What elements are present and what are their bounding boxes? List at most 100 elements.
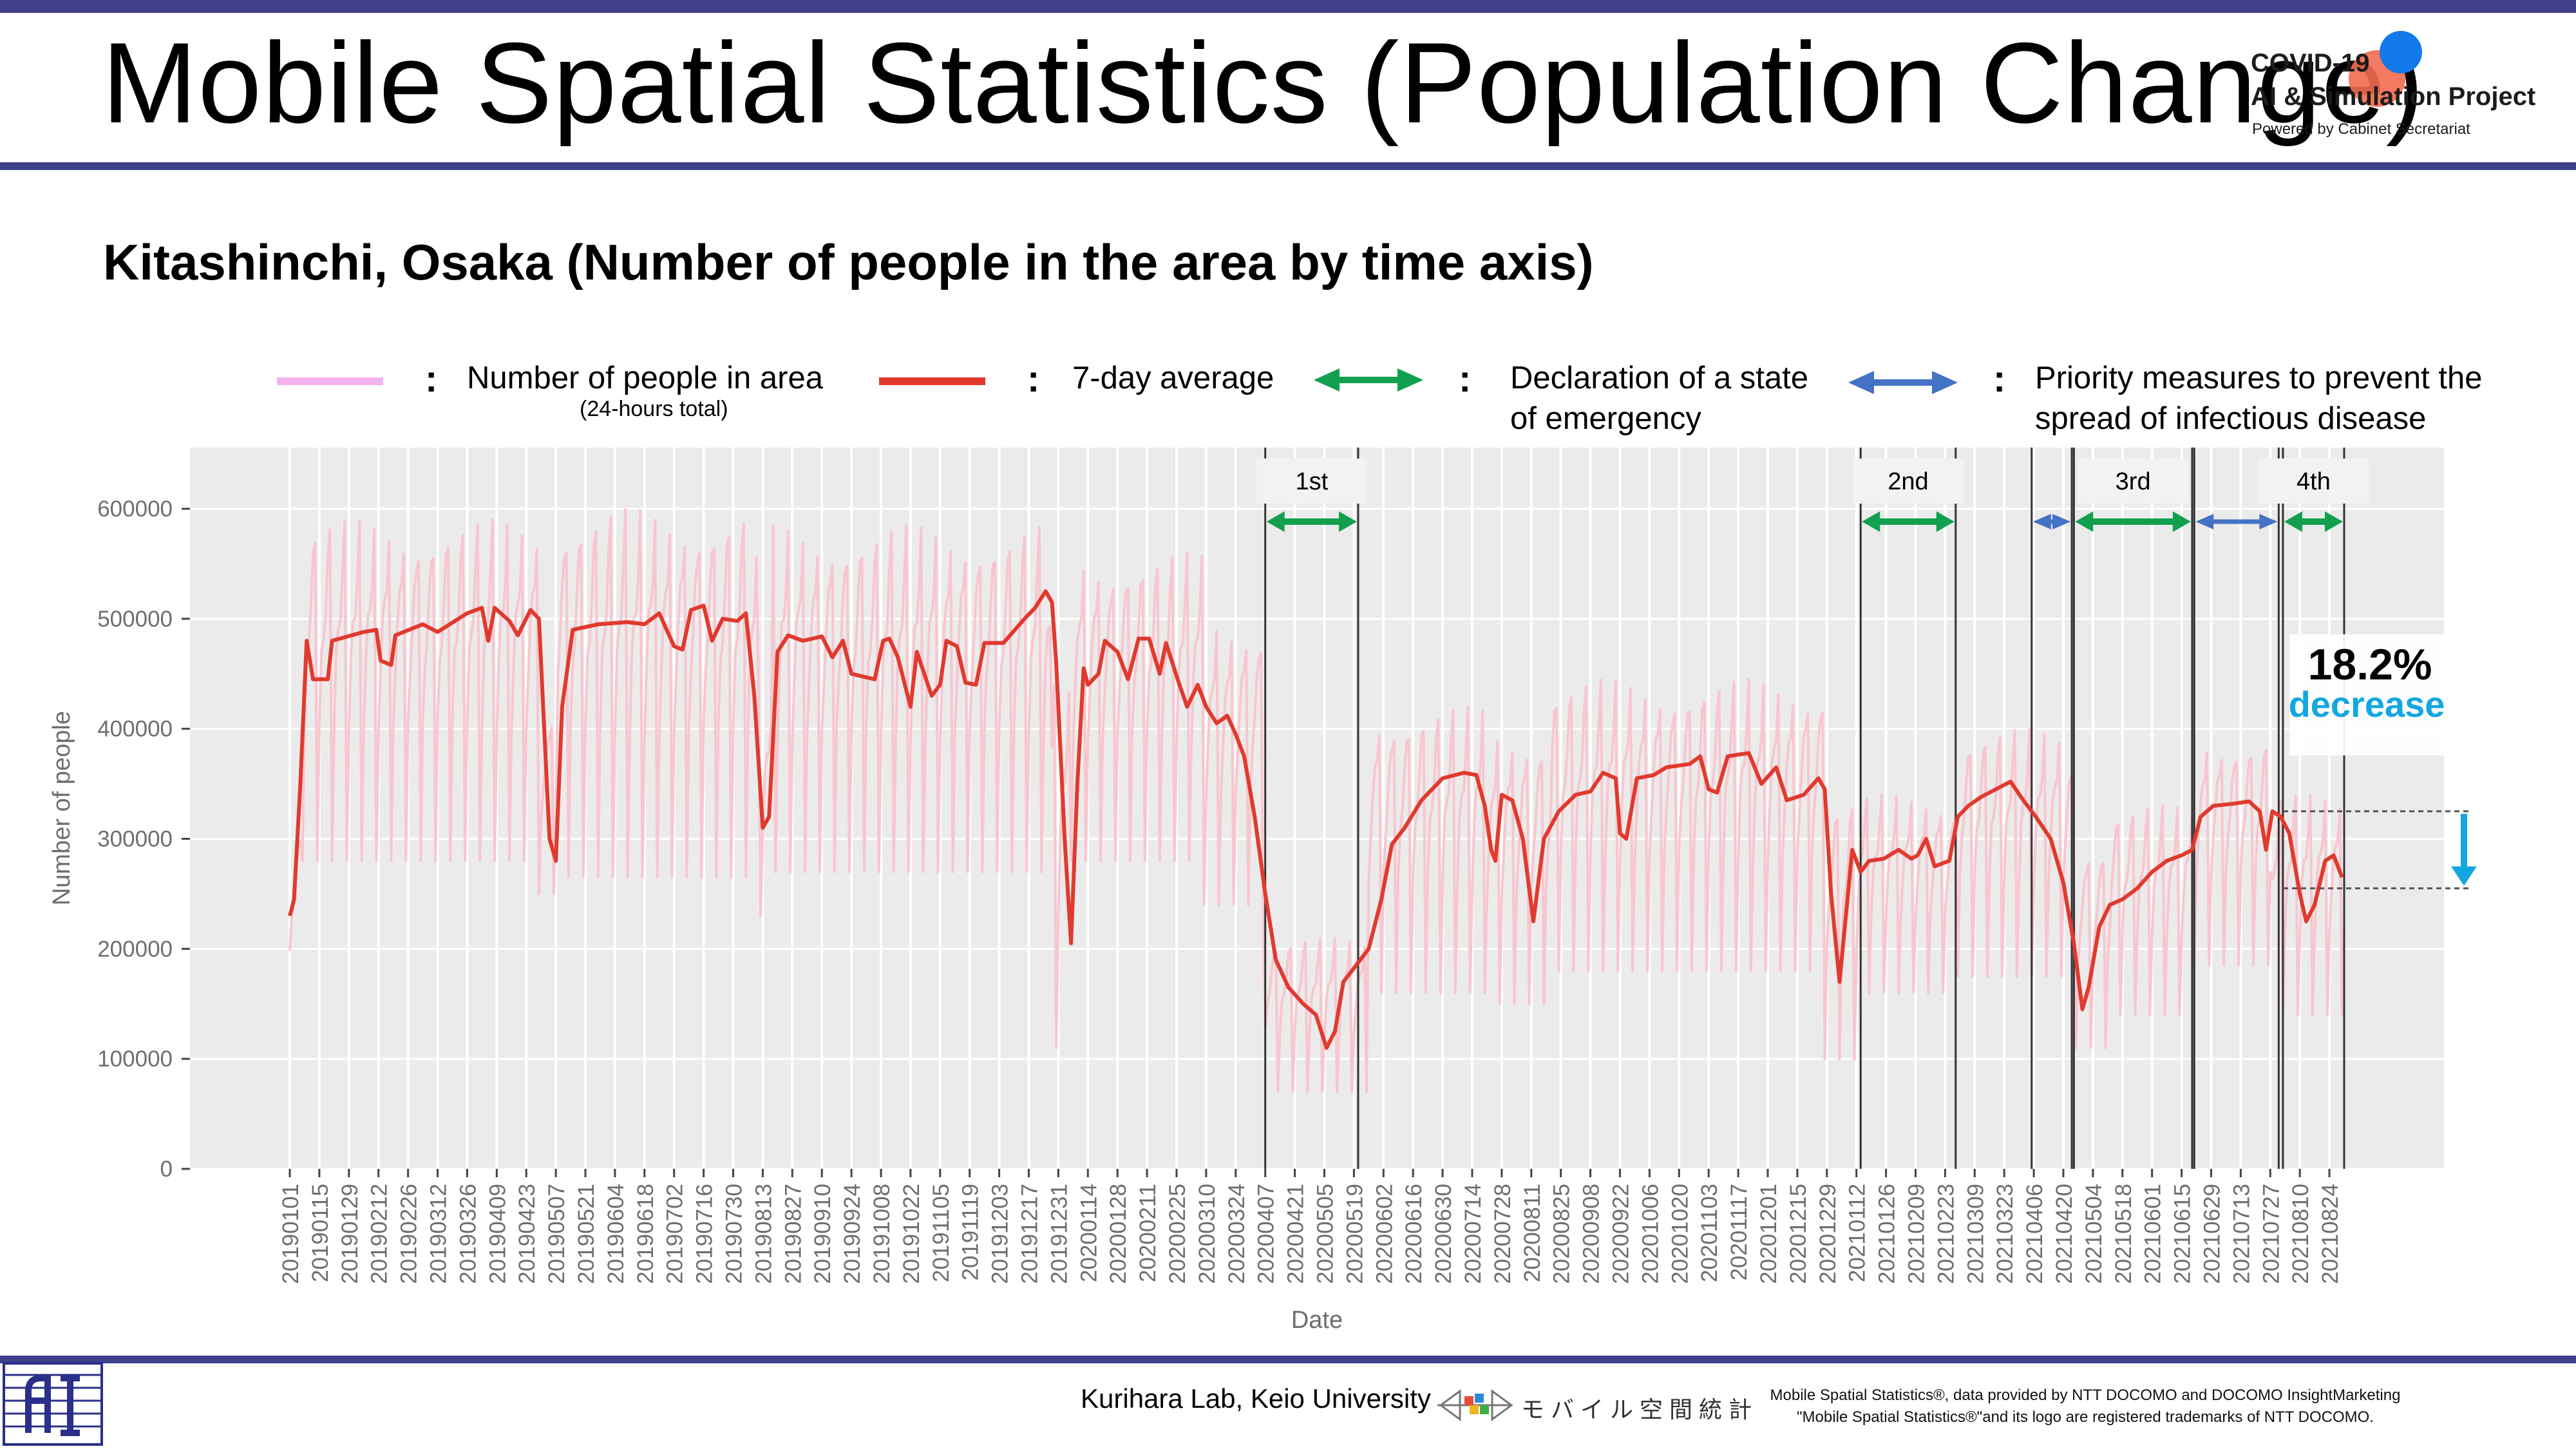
legend-colon-4: : [1993,358,2005,400]
x-tick-label: 20190312 [426,1184,451,1284]
arrow-head-right [2172,511,2191,532]
page-title: Mobile Spatial Statistics (Population Ch… [102,19,2425,147]
x-tick-label: 20191203 [988,1184,1013,1284]
x-tick-label: 20200811 [1520,1184,1545,1282]
x-tick-label: 20190716 [692,1184,717,1284]
y-tick-label: 300000 [97,827,173,852]
x-tick-label: 20210629 [2199,1184,2224,1284]
x-tick-label: 20210615 [2170,1184,2195,1284]
arrow-head-right [1338,511,1357,532]
logo-line-covid: COVID-19 [2251,49,2370,77]
x-tick-label: 20190212 [367,1184,392,1284]
x-tick-label: 20210112 [1845,1184,1870,1282]
x-tick-label: 20190910 [810,1184,835,1284]
callout-word: decrease [2289,684,2445,724]
x-tick-label: 20190507 [544,1184,569,1284]
x-tick-label: 20201229 [1815,1184,1841,1284]
daily-people-line [289,508,2345,1094]
footer-note-line-1: Mobile Spatial Statistics®, data provide… [1770,1387,2401,1404]
x-tick-label: 20210309 [1963,1184,1988,1284]
period-label: 2nd [1888,468,1928,495]
logo-japanese-text: モバイル空間統計 [1521,1396,1759,1423]
x-tick-label: 20210810 [2288,1184,2313,1284]
x-tick-label: 20190924 [840,1184,865,1284]
footer-top-bar [0,1356,2576,1363]
legend-priority-label-2: spread of infectious disease [2035,401,2426,436]
policy-periods: 1st 2nd 3rd 4th [1256,448,2369,1169]
project-logo: COVID-19 AI & Simulation Project Powered… [2251,31,2560,147]
x-tick-label: 20190115 [308,1184,333,1282]
period-label-box [1852,459,1964,504]
x-tick-label: 20191217 [1017,1184,1042,1284]
x-tick-label: 20190226 [397,1184,422,1284]
x-tick-label: 20210713 [2229,1184,2254,1284]
x-tick-label: 20190618 [633,1184,658,1284]
legend-daily-sublabel: (24-hours total) [580,397,728,421]
legend-daily-label: Number of people in area [467,361,824,395]
period-label-box [1256,459,1367,504]
seven-day-average-series [288,589,2344,1050]
y-tick-label: 400000 [97,717,173,742]
header-top-bar [0,0,2576,13]
y-tick-label: 600000 [97,497,173,522]
x-tick-label: 20210209 [1904,1184,1929,1284]
legend-colon-3: : [1459,358,1471,400]
period-label: 1st [1295,468,1328,495]
legend-colon-2: : [1027,358,1039,400]
x-tick-label: 20200128 [1106,1184,1131,1284]
arrow-head-left [1862,511,1880,532]
footer-lab-name: Kurihara Lab, Keio University [1081,1383,1431,1414]
x-tick-label: 20191008 [869,1184,895,1284]
x-tick-label: 20201020 [1667,1184,1692,1284]
x-tick-label: 20210601 [2141,1184,2166,1284]
plot-background [190,448,2444,1169]
x-tick-label: 20210518 [2111,1184,2136,1284]
x-tick-label: 20201103 [1697,1184,1722,1282]
x-tick-label: 20190129 [337,1184,363,1284]
arrow-head-left [2075,511,2094,532]
x-tick-label: 20190730 [721,1184,746,1284]
footer-data-credit: Mobile Spatial Statistics®, data provide… [1738,1385,2433,1428]
x-tick-label: 20210323 [1993,1184,2018,1284]
chart-subtitle: Kitashinchi, Osaka (Number of people in … [103,234,1594,290]
x-tick-label: 20191119 [958,1184,983,1281]
arrow-head-right [2052,514,2071,529]
x-tick-label: 20210406 [2022,1184,2047,1284]
x-tick-label: 20200324 [1224,1184,1249,1284]
x-tick-label: 20201117 [1727,1184,1752,1281]
x-axis-title: Date [1291,1307,1343,1334]
period-label-box [2258,459,2369,504]
x-tick-label: 20190827 [781,1184,806,1284]
y-axis-title: Number of people [48,711,75,905]
logo-line-project: AI & Simulation Project [2251,82,2536,111]
x-tick-label: 20200211 [1135,1184,1160,1282]
y-tick-label: 100000 [97,1046,173,1072]
x-tick-label: 20200922 [1608,1184,1633,1284]
x-tick-label: 20190604 [603,1184,629,1284]
x-tick-label: 20200616 [1401,1184,1426,1284]
arrow-head-right [2325,511,2343,532]
y-tick-label: 200000 [97,936,173,961]
x-tick-label: 20190326 [455,1184,480,1284]
x-tick-label: 20201201 [1756,1184,1781,1284]
cube-icon [1437,1389,1513,1421]
x-tick-label: 20210223 [1933,1184,1958,1284]
x-tick-label: 20191022 [899,1184,924,1284]
x-tick-label: 20200908 [1579,1184,1604,1284]
y-tick-label: 500000 [97,607,173,632]
legend-priority-arrow [1848,371,1958,394]
x-tick-label: 20200728 [1490,1184,1515,1284]
x-tick-label: 20200114 [1076,1184,1101,1282]
daily-people-series [289,508,2345,1094]
x-tick-label: 20201006 [1638,1184,1663,1284]
x-tick-label: 20190101 [278,1184,303,1284]
x-tick-label: 20190702 [663,1184,688,1284]
decrease-callout: 18.2% decrease [2283,634,2477,889]
x-tick-label: 20210504 [2081,1184,2107,1284]
period-label-box [2078,459,2189,504]
period-label: 4th [2297,468,2331,495]
x-tick-label: 20210727 [2259,1184,2284,1284]
x-tick-label: 20200407 [1254,1184,1279,1284]
x-tick-label: 20210824 [2318,1184,2343,1284]
x-tick-label: 20200421 [1283,1184,1309,1284]
